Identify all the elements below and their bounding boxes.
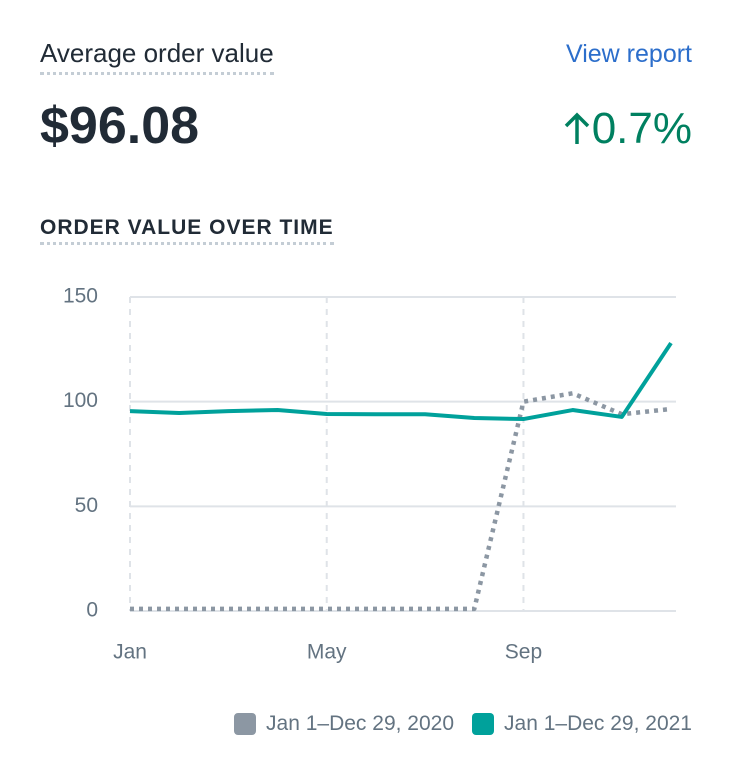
legend-item: Jan 1–Dec 29, 2021: [472, 712, 692, 736]
view-report-link[interactable]: View report: [566, 40, 692, 68]
title: Average order value: [40, 38, 274, 75]
x-tick-label: Jan: [113, 641, 147, 664]
legend-swatch: [234, 713, 257, 735]
y-tick-label: 0: [86, 599, 98, 622]
y-tick-label: 50: [75, 494, 98, 517]
legend-label: Jan 1–Dec 29, 2020: [266, 712, 455, 735]
legend-label: Jan 1–Dec 29, 2021: [504, 712, 692, 735]
series-line: [130, 391, 672, 612]
metric-change: 0.7%: [562, 104, 692, 154]
legend-item: Jan 1–Dec 29, 2020: [234, 712, 454, 736]
metric-value: $96.08: [40, 97, 200, 155]
legend: Jan 1–Dec 29, 2020 Jan 1–Dec 29, 2021: [234, 712, 692, 736]
x-tick-label: May: [307, 641, 347, 664]
y-tick-label: 100: [63, 389, 98, 412]
change-text: 0.7%: [591, 104, 692, 153]
subtitle: ORDER VALUE OVER TIME: [40, 216, 334, 245]
x-tick-label: Sep: [505, 641, 542, 664]
chart: 0 50 100 150 Jan May Sep: [63, 285, 676, 664]
up-arrow: [564, 112, 589, 144]
y-tick-label: 150: [63, 285, 98, 308]
legend-swatch: [472, 713, 495, 735]
series-line: [129, 341, 673, 422]
